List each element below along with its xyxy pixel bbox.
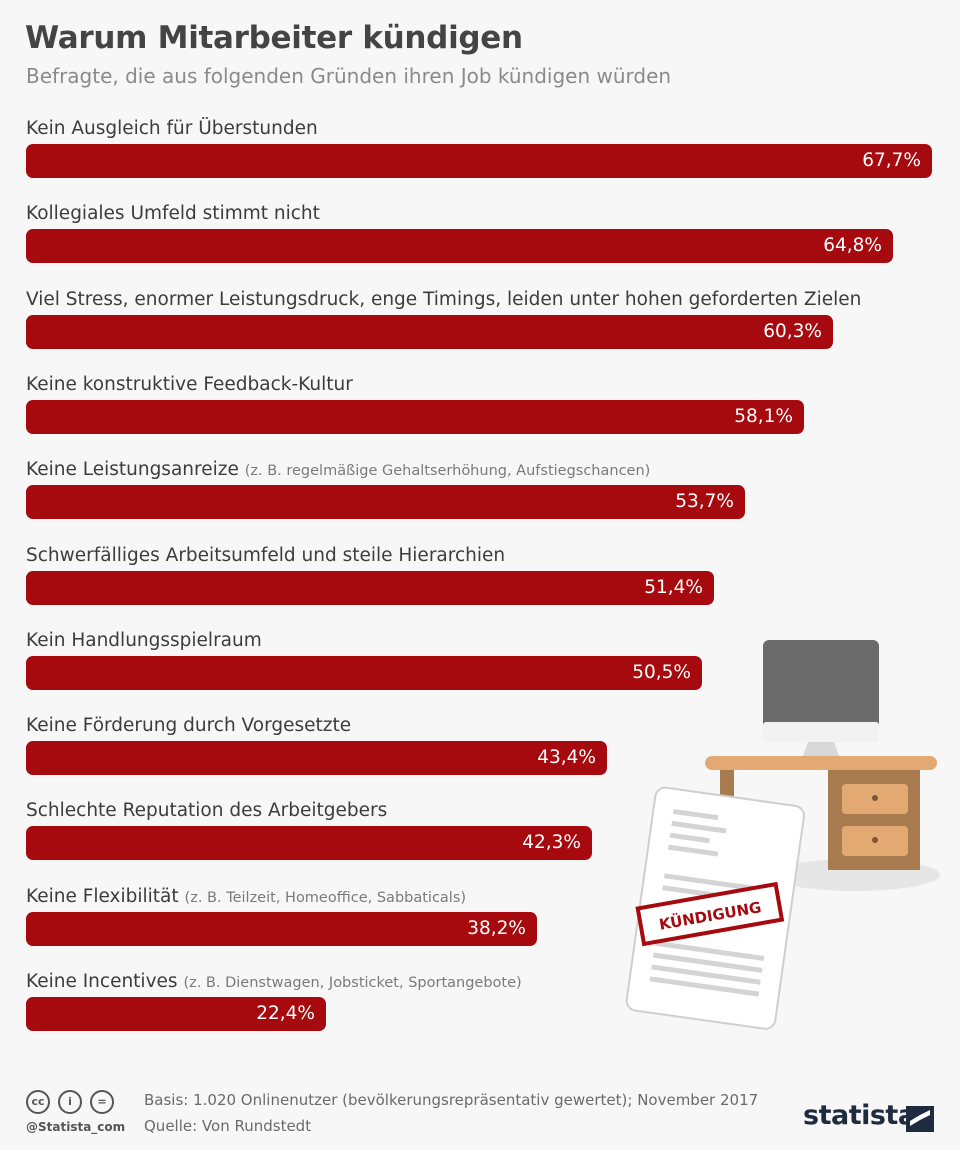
bar-value-label: 51,4%	[644, 576, 703, 598]
bar-value-label: 38,2%	[467, 917, 526, 939]
statista-handle: @Statista_com	[26, 1120, 126, 1134]
bar: 22,4%	[26, 997, 326, 1031]
desk-top	[705, 756, 937, 770]
bar-value-label: 60,3%	[763, 320, 822, 342]
bar-value-label: 22,4%	[256, 1003, 315, 1024]
bar-value-label: 64,8%	[823, 235, 882, 257]
bar-label: Viel Stress, enormer Leistungsdruck, eng…	[26, 289, 861, 310]
chart-subtitle: Befragte, die aus folgenden Gründen ihre…	[26, 64, 672, 88]
bar-label: Kein Ausgleich für Überstunden	[26, 118, 318, 139]
monitor-bezel	[763, 722, 879, 742]
bar-value-label: 42,3%	[522, 832, 581, 854]
no-derivatives-icon: =	[90, 1090, 114, 1114]
bar-label-text: Keine Flexibilität	[26, 885, 179, 907]
bar-label: Keine Incentives (z. B. Dienstwagen, Job…	[26, 971, 522, 992]
bar: 38,2%	[26, 911, 537, 946]
bar-value-label: 67,7%	[862, 150, 921, 171]
chart-title: Warum Mitarbeiter kündigen	[25, 20, 523, 56]
cc-icon: cc	[26, 1090, 50, 1114]
statista-logo: statista	[803, 1100, 916, 1131]
bar-label: Kollegiales Umfeld stimmt nicht	[26, 203, 320, 224]
bar: 67,7%	[26, 144, 932, 178]
bar-label-text: Schwerfälliges Arbeitsumfeld und steile …	[26, 544, 506, 566]
bar: 42,3%	[26, 826, 592, 861]
bar-label: Kein Handlungsspielraum	[26, 630, 262, 651]
bar: 43,4%	[26, 741, 607, 776]
bar-label: Schwerfälliges Arbeitsumfeld und steile …	[26, 545, 505, 566]
bar-label-text: Kein Ausgleich für Überstunden	[26, 118, 318, 139]
bar-label-note: (z. B. Teilzeit, Homeoffice, Sabbaticals…	[184, 889, 467, 906]
bar-label-text: Keine Incentives	[26, 971, 178, 992]
kuendigung-stamp: KÜNDIGUNG	[635, 881, 785, 947]
bar-label-text: Keine Leistungsanreize	[26, 459, 239, 481]
bar: 64,8%	[26, 229, 893, 264]
bar-label: Keine konstruktive Feedback-Kultur	[26, 374, 353, 395]
bar-label: Keine Flexibilität (z. B. Teilzeit, Home…	[26, 886, 466, 907]
footnote-source: Quelle: Von Rundstedt	[144, 1117, 312, 1135]
bar: 58,1%	[26, 399, 804, 434]
bar: 53,7%	[26, 485, 745, 520]
bar-label: Keine Förderung durch Vorgesetzte	[26, 715, 351, 736]
drawer-knob	[872, 795, 878, 801]
bar-label-note: (z. B. regelmäßige Gehaltserhöhung, Aufs…	[244, 463, 651, 480]
bar-label: Keine Leistungsanreize (z. B. regelmäßig…	[26, 459, 650, 480]
monitor-stand	[802, 742, 840, 758]
footnote-basis: Basis: 1.020 Onlinenutzer (bevölkerungsr…	[144, 1091, 759, 1109]
monitor-screen	[763, 640, 879, 740]
bar-label-text: Viel Stress, enormer Leistungsdruck, eng…	[26, 288, 862, 310]
bar: 51,4%	[26, 570, 714, 605]
bar-label: Schlechte Reputation des Arbeitgebers	[26, 800, 387, 821]
bar: 60,3%	[26, 314, 833, 349]
bar-value-label: 43,4%	[537, 747, 596, 769]
statista-logo-icon	[906, 1106, 934, 1132]
bar-label-text: Kollegiales Umfeld stimmt nicht	[26, 203, 320, 225]
bar-label-text: Keine konstruktive Feedback-Kultur	[26, 373, 353, 395]
attribution-icon: i	[58, 1090, 82, 1114]
bar-value-label: 58,1%	[734, 405, 793, 427]
bar-label-note: (z. B. Dienstwagen, Jobsticket, Sportang…	[183, 975, 522, 991]
bar-value-label: 53,7%	[675, 491, 734, 513]
bar-label-text: Schlechte Reputation des Arbeitgebers	[26, 800, 388, 822]
bar-label-text: Kein Handlungsspielraum	[26, 629, 262, 651]
bar-label-text: Keine Förderung durch Vorgesetzte	[26, 715, 352, 737]
desk-and-resignation-letter-illustration: KÜNDIGUNG	[625, 640, 940, 1030]
drawer-knob	[872, 837, 878, 843]
